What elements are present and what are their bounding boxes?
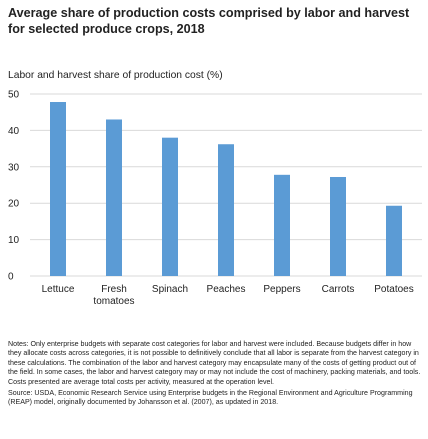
x-tick-label-line: tomatoes [93, 296, 134, 307]
chart-title-line-2: for selected produce crops, 2018 [8, 22, 205, 36]
bar [386, 205, 402, 276]
x-tick-label-line: Potatoes [374, 284, 413, 295]
bar [106, 119, 122, 276]
x-tick-label: Peppers [263, 284, 300, 295]
x-tick-label: Spinach [152, 284, 188, 295]
x-tick-label: Potatoes [374, 284, 413, 295]
x-tick-label-line: Carrots [322, 284, 355, 295]
y-tick-label: 10 [8, 235, 20, 246]
bar [50, 102, 66, 276]
x-tick-label: Lettuce [42, 284, 75, 295]
x-tick-label-line: Fresh [101, 284, 127, 295]
bar [218, 144, 234, 276]
notes-text: Notes: Only enterprise budgets with sepa… [8, 340, 421, 386]
x-tick-label: Carrots [322, 284, 355, 295]
x-tick-label-line: Spinach [152, 284, 188, 295]
bar-chart: 0 10 20 30 40 50 Lettuce Fresh tomatoes Spinach Pe… [8, 90, 422, 307]
y-tick-label: 50 [8, 90, 20, 101]
bar [330, 176, 346, 276]
x-tick-label: Peaches [207, 284, 246, 295]
x-tick-label-line: Lettuce [42, 284, 75, 295]
chart-title: Average share of production costs compri… [8, 5, 420, 37]
x-tick-label-line: Peaches [207, 284, 246, 295]
x-tick-label: Fresh tomatoes [93, 284, 134, 307]
bar [162, 137, 178, 276]
y-tick-label: 0 [8, 272, 14, 283]
y-tick-label: 40 [8, 126, 20, 137]
x-tick-label-line: Peppers [263, 284, 300, 295]
y-tick-label: 20 [8, 199, 20, 210]
notes-section: Notes: Only enterprise budgets with sepa… [8, 340, 422, 410]
chart-title-line-1: Average share of production costs compri… [8, 6, 410, 20]
bar [274, 174, 290, 276]
y-tick-label: 30 [8, 162, 20, 173]
source-text: Source: USDA, Economic Research Service … [8, 389, 413, 407]
y-axis-label: Labor and harvest share of production co… [8, 70, 223, 81]
